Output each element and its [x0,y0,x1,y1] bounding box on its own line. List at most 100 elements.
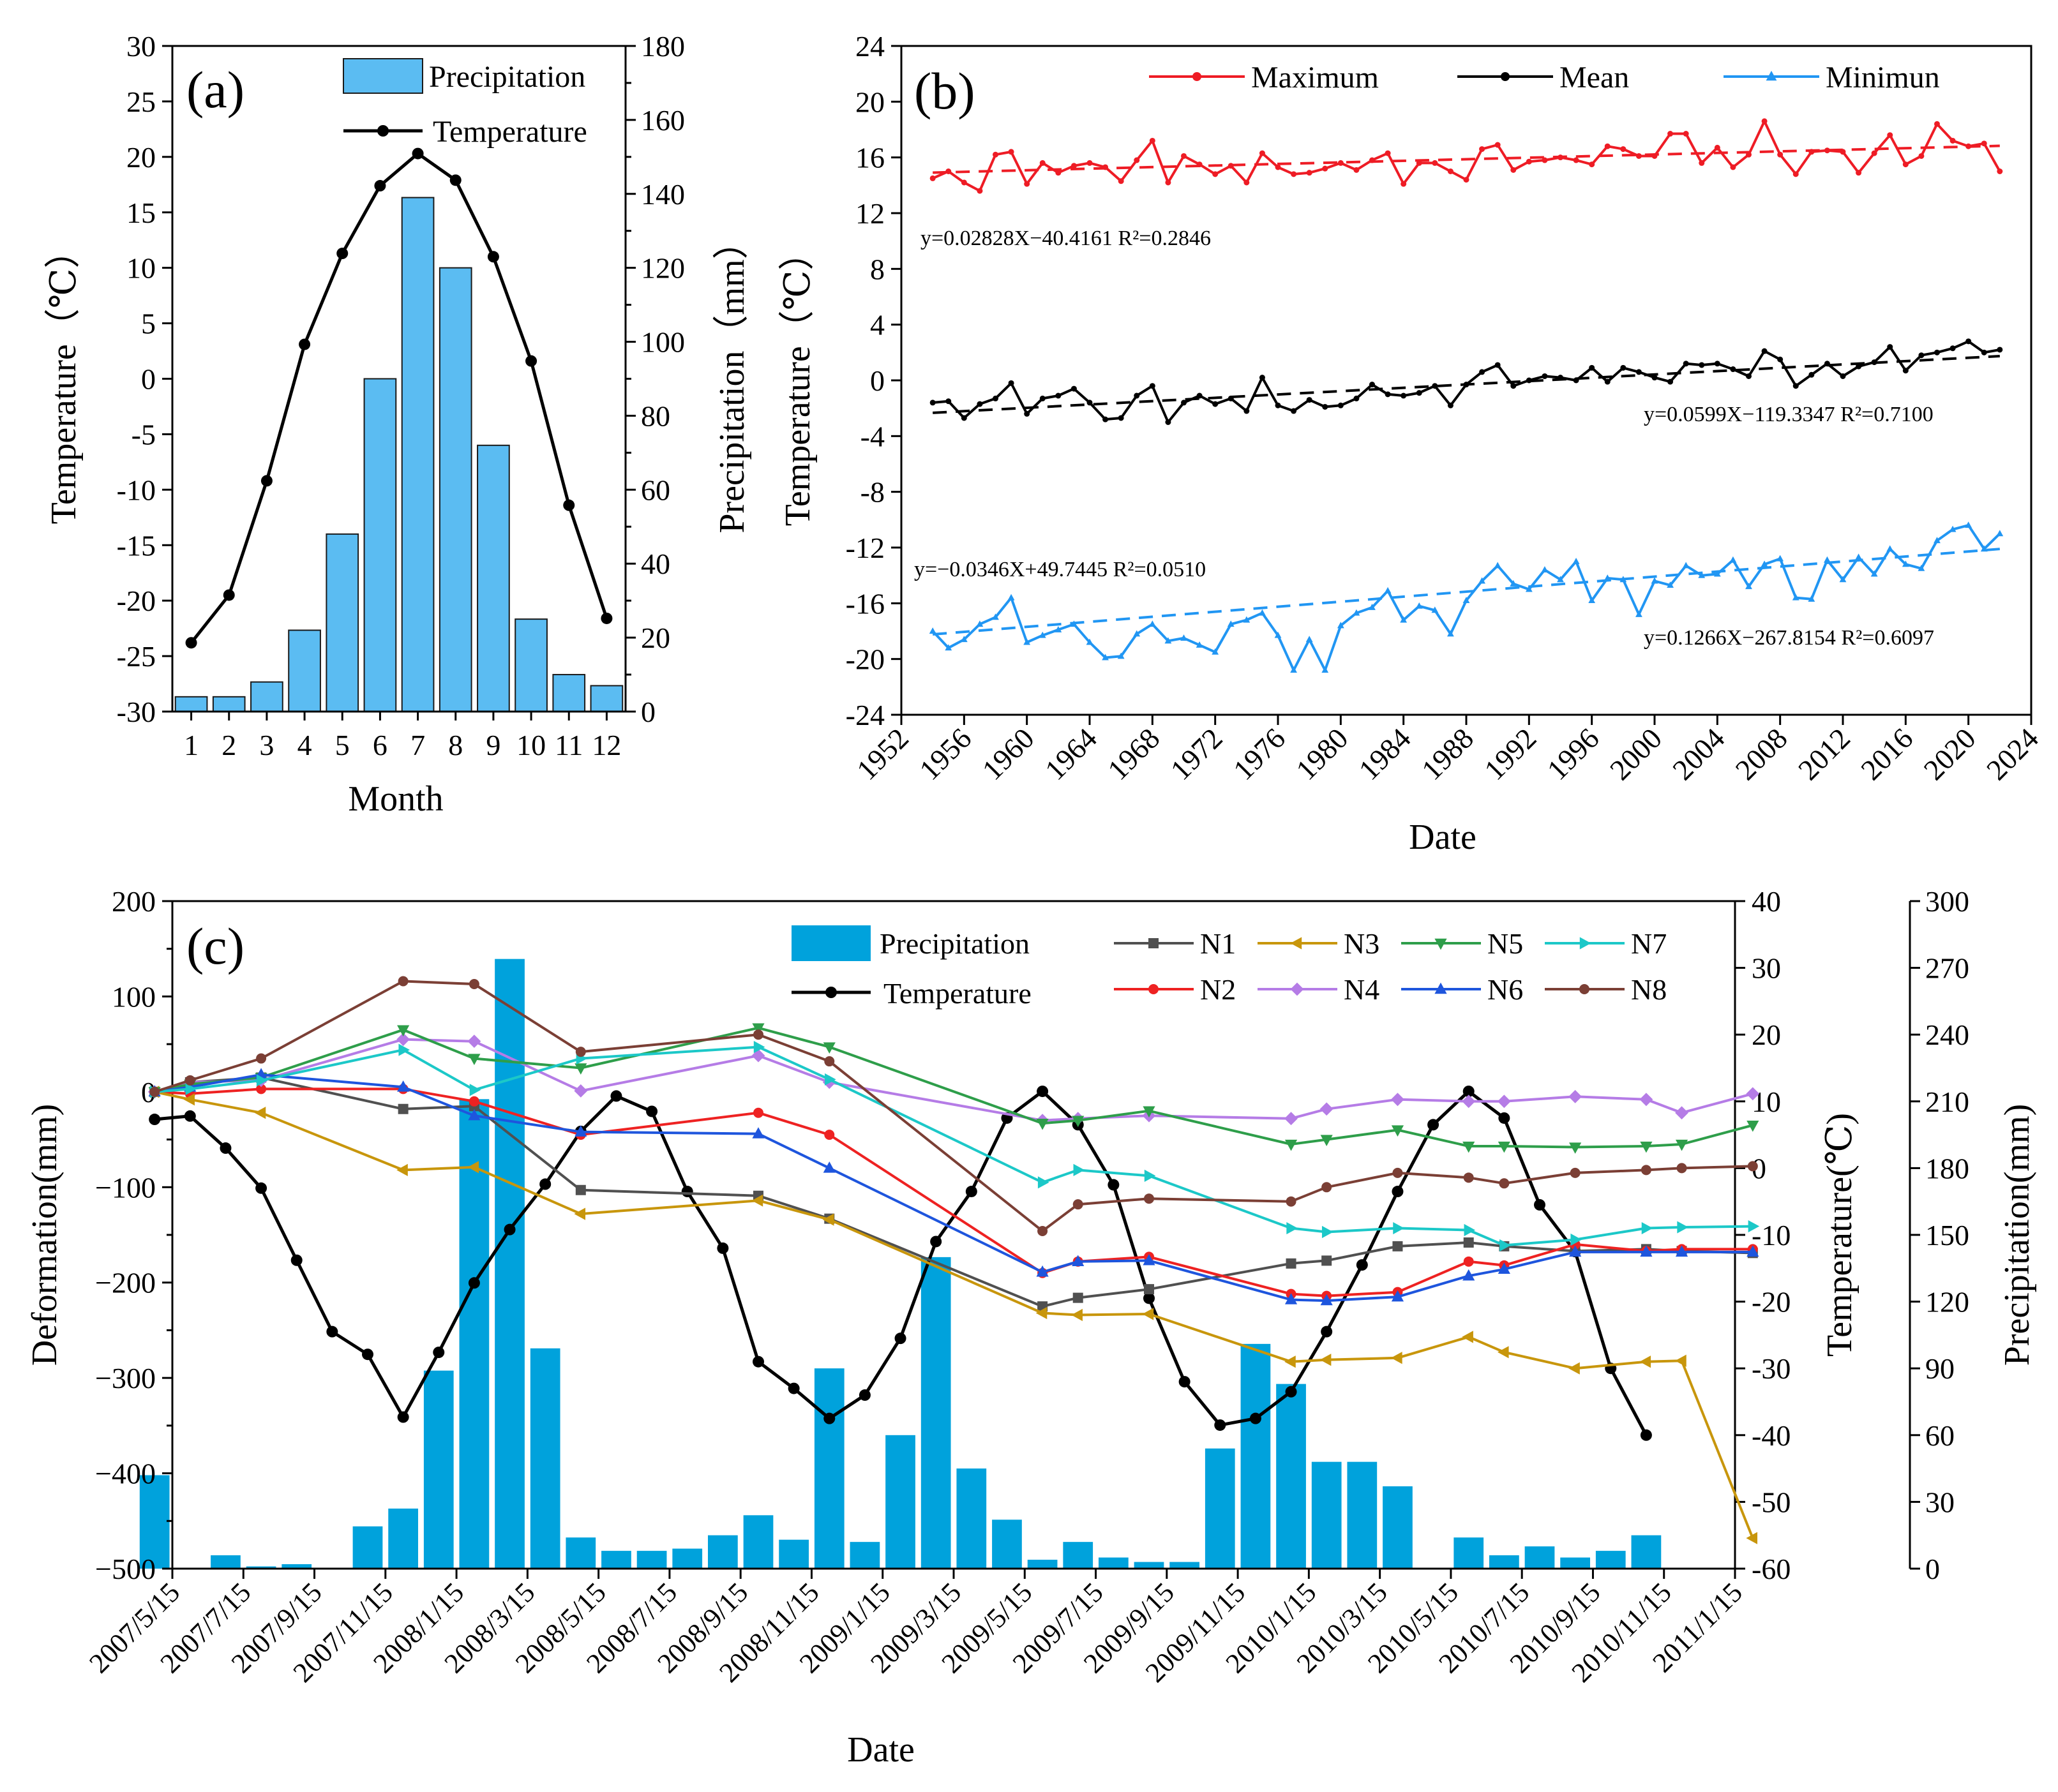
y-tick-label-b: 0 [870,364,885,397]
x-tick-label-b: 1980 [1289,722,1354,786]
series-point-mean [1683,361,1689,367]
precip-bar-a [288,629,321,712]
series-point-mean [1306,397,1312,403]
precip-bar-c [743,1515,774,1569]
deformation-point-n5 [1391,1125,1404,1137]
x-tick-label-a: 8 [448,729,463,761]
temperature-point-c [149,1114,161,1126]
regression-annotation-b: y=0.0599X−119.3347 R²=0.7100 [1644,403,1934,426]
temperature-line-c [154,1089,1648,1436]
series-point-maximum [1792,171,1799,177]
deformation-point-n1 [1072,1292,1083,1303]
deformation-point-n5 [823,1042,836,1054]
deformation-point-n5 [1284,1139,1298,1151]
deformation-point-n6 [1462,1269,1475,1281]
series-point-maximum [1761,118,1768,124]
deformation-point-n4 [1284,1112,1298,1126]
legend-marker-n7 [1579,937,1591,950]
mid-tick-label-c: 20 [1752,1019,1781,1051]
legend-label-temp-a: Temperature [433,115,587,149]
temperature-point-c [859,1389,871,1401]
mid-tick-label-c: -30 [1752,1352,1791,1385]
trend-line-1 [933,355,2000,414]
precip-bar-c [1560,1557,1591,1569]
deformation-point-n7 [1286,1221,1298,1235]
series-point-maximum [1337,160,1344,166]
left-tick-label-c: 200 [112,885,156,918]
trend-line-2 [933,548,2000,636]
legend-label-n5: N5 [1487,927,1523,960]
right-tick-label-a: 0 [641,696,656,728]
legend-marker-b [1766,70,1777,81]
deformation-point-n4 [751,1049,765,1063]
precip-bar-a [212,696,246,713]
deformation-point-n8 [1321,1182,1332,1193]
series-point-maximum [1353,167,1360,173]
series-point-maximum [1856,170,1862,176]
series-point-maximum [1510,167,1517,173]
mid-tick-label-c: 0 [1752,1152,1766,1184]
deformation-point-n2 [469,1096,479,1107]
series-point-maximum [1871,150,1877,156]
precip-bar-c [388,1508,419,1569]
y-axis-title-right-a: Precipitation（mm） [712,223,752,533]
series-point-minimun [1400,616,1408,623]
x-axis-title-c: Date [847,1730,915,1770]
temperature-point-c [1214,1419,1226,1431]
series-point-maximum [1997,168,2003,174]
left-tick-label-a: -25 [117,640,156,673]
series-point-minimun [929,627,936,634]
x-tick-label-b: 1976 [1227,722,1291,786]
series-point-minimun [992,613,999,620]
deformation-line-n8 [154,980,1753,1232]
temperature-point-c [1356,1259,1368,1271]
series-point-minimun [1682,562,1690,569]
series-point-mean [1118,415,1124,421]
deformation-point-n3 [1675,1354,1686,1367]
precip-bar-c [282,1564,312,1569]
series-point-mean [1055,392,1062,399]
series-point-minimun [1572,557,1580,564]
left-tick-label-a: -30 [117,696,156,728]
precip-bar-a [401,197,435,713]
deformation-point-n3 [1284,1355,1296,1368]
series-point-maximum [1887,132,1893,138]
deformation-line-n3 [154,1090,1754,1539]
right-tick-label-a: 20 [641,622,670,654]
series-point-mean [1447,402,1453,408]
series-point-minimun [1447,630,1454,637]
temperature-point-c [1534,1198,1545,1211]
deformation-point-n7 [398,1043,410,1056]
deformation-point-n6 [468,1109,481,1121]
series-point-minimun [1792,594,1799,601]
series-point-maximum [1134,157,1140,163]
series-point-minimun [1478,577,1485,584]
series-point-maximum [945,168,952,174]
left-tick-label-a: 5 [141,308,156,340]
series-point-minimun [1086,638,1093,645]
legend-label-n6: N6 [1487,973,1523,1006]
legend-marker-n1 [1148,938,1159,948]
left-tick-label-c: −100 [95,1171,156,1204]
deformation-point-n8 [1144,1193,1154,1204]
x-tick-label-a: 11 [555,729,583,761]
right-tick-label-c: 30 [1925,1486,1955,1518]
series-point-maximum [1824,147,1830,154]
x-tick-label-b: 1952 [850,722,915,786]
right-tick-label-c: 300 [1925,885,1969,918]
series-point-mean [1667,378,1674,385]
temperature-point-c [1498,1112,1510,1124]
temperature-point-a [260,475,273,487]
temperature-point-c [539,1178,552,1190]
temperature-point-a [601,612,613,624]
series-point-minimun [1541,566,1549,572]
left-tick-label-a: -15 [117,529,156,562]
deformation-point-n3 [1639,1355,1651,1368]
series-point-mean [1369,382,1375,388]
series-point-minimun [1023,638,1031,645]
deformation-point-n7 [753,1041,765,1054]
deformation-point-n6 [1746,1245,1759,1257]
series-point-mean [1385,391,1391,398]
deformation-point-n8 [1499,1178,1510,1189]
precip-bar-c [672,1548,703,1569]
